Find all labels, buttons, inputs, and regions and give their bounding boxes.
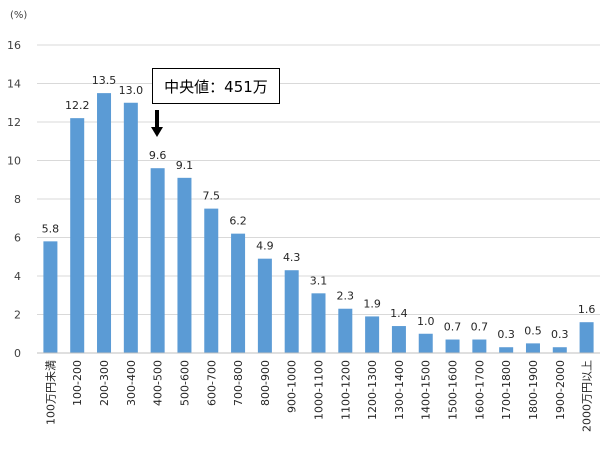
category-labels: 100万円未満 100-200 200-300 300-400 400-500 500-6… [44,360,593,432]
value-label: 1.6 [578,303,596,316]
category-label: 800-900 [259,360,272,406]
value-label: 13.0 [119,84,144,97]
value-label: 9.6 [149,149,167,162]
bar [472,339,487,353]
category-label: 400-500 [152,360,165,406]
category-label: 300-400 [125,360,138,406]
median-annotation: 中央値：451万 [152,68,280,104]
category-label: 700-800 [232,360,245,406]
y-tick-label: 4 [14,270,21,283]
value-label: 4.3 [283,251,301,264]
bar [284,270,299,353]
category-label: 900-1000 [286,360,299,413]
category-label: 2000万円以上 [581,360,594,432]
category-label: 100-200 [71,360,84,406]
bar [150,168,165,353]
bar [70,118,85,354]
bar [123,102,138,353]
y-tick-label: 16 [7,39,21,52]
value-label: 0.7 [471,321,489,334]
bar [391,326,406,353]
value-label: 7.5 [203,190,221,203]
category-label: 1000-1100 [313,360,326,420]
category-label: 1200-1300 [366,360,379,420]
value-label: 0.7 [444,321,462,334]
y-axis-unit-label: (%) [10,10,27,21]
category-label: 200-300 [98,360,111,406]
bar [525,343,540,353]
value-label: 12.2 [65,99,90,112]
y-tick-label: 8 [14,193,21,206]
y-tick-label: 12 [7,116,21,129]
y-axis-ticks: 0 2 4 6 8 10 12 14 16 [7,39,21,360]
value-label: 0.3 [551,328,569,341]
bar [365,316,380,353]
bar [552,347,567,353]
bar [499,347,514,353]
category-label: 500-600 [178,360,191,406]
y-tick-label: 14 [7,78,21,91]
bar [204,208,219,353]
y-tick-label: 0 [14,347,21,360]
y-tick-label: 6 [14,232,21,245]
category-label: 1900-2000 [554,360,567,420]
bar [445,339,460,353]
value-labels: 5.8 12.213.513.0 9.6 9.1 7.5 6.2 4.9 4.3 3.1 2.3 1… [42,74,596,341]
y-tick-label: 10 [7,155,21,168]
bars [43,93,594,354]
value-label: 5.8 [42,222,60,235]
bar [338,308,353,353]
category-label: 1400-1500 [420,360,433,420]
bar [418,333,433,353]
category-label: 1500-1600 [447,360,460,420]
bar [231,233,246,353]
value-label: 4.9 [256,240,274,253]
down-arrow-icon [151,110,163,137]
bar [311,293,326,353]
value-label: 0.5 [524,324,542,337]
bar [257,258,272,353]
value-label: 1.4 [390,307,408,320]
value-label: 3.1 [310,274,328,287]
bar [579,322,594,353]
value-label: 2.3 [337,290,355,303]
bar [43,241,58,353]
value-label: 13.5 [92,74,117,87]
category-label: 1600-1700 [473,360,486,420]
value-label: 9.1 [176,159,194,172]
category-label: 100万円未満 [44,360,57,425]
y-tick-label: 2 [14,309,21,322]
category-label: 1700-1800 [500,360,513,420]
value-label: 0.3 [497,328,515,341]
category-label: 1800-1900 [527,360,540,420]
value-label: 1.9 [363,297,381,310]
category-label: 1300-1400 [393,360,406,420]
bar [177,177,192,353]
value-label: 1.0 [417,315,435,328]
value-label: 6.2 [229,215,247,228]
bar [97,93,112,353]
category-label: 600-700 [205,360,218,406]
category-label: 1100-1200 [339,360,352,420]
